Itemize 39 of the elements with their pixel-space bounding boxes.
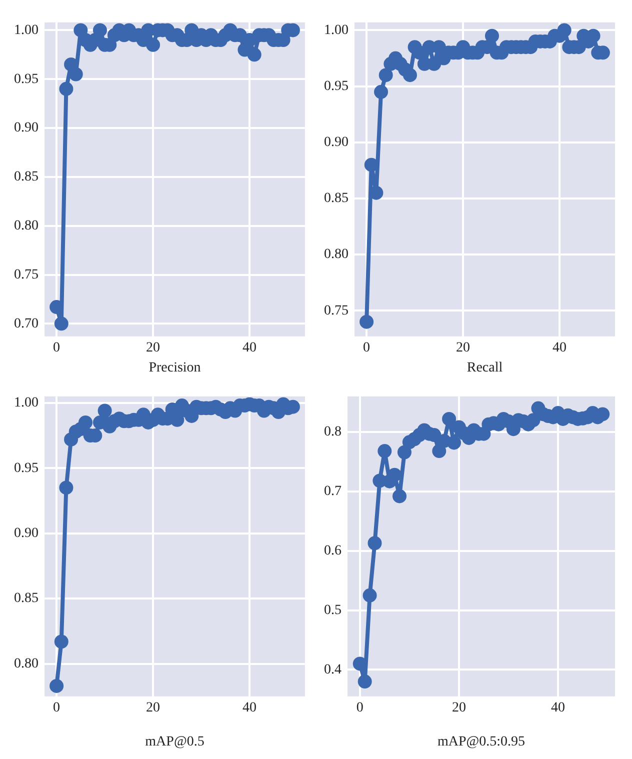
x-tick-label: 40	[551, 700, 566, 716]
x-axis-title: Recall	[466, 360, 503, 376]
x-tick-label: 0	[356, 700, 364, 716]
x-tick-label: 0	[53, 700, 60, 716]
y-tick-label: 0.6	[324, 544, 342, 559]
x-tick-label: 40	[552, 340, 567, 356]
x-tick-label: 0	[53, 340, 60, 356]
y-tick-label: 0.90	[14, 120, 38, 136]
y-tick-label: 0.95	[14, 460, 38, 476]
x-tick-label: 20	[146, 340, 160, 356]
y-tick-label: 0.95	[324, 78, 348, 94]
x-tick-label: 40	[242, 340, 257, 356]
y-tick-label: 0.4	[324, 662, 342, 678]
y-tick-label: 0.8	[324, 424, 342, 440]
y-tick-label: 1.00	[14, 396, 38, 411]
x-tick-label: 20	[146, 700, 160, 716]
y-tick-label: 0.80	[14, 218, 38, 234]
y-tick-label: 0.85	[14, 591, 38, 606]
y-tick-label: 1.00	[14, 22, 38, 38]
x-tick-label: 0	[363, 340, 370, 356]
y-tick-label: 0.95	[14, 72, 38, 87]
x-tick-label: 20	[452, 700, 466, 716]
y-tick-label: 0.80	[14, 656, 38, 672]
x-tick-label: 40	[242, 700, 257, 716]
y-tick-label: 0.75	[14, 267, 38, 282]
y-tick-label: 0.85	[324, 191, 348, 206]
y-tick-label: 0.90	[14, 526, 38, 542]
y-tick-label: 0.70	[14, 316, 38, 332]
x-axis-title: mAP@0.5	[145, 734, 204, 750]
y-tick-label: 0.7	[324, 484, 342, 500]
y-tick-label: 0.75	[324, 303, 348, 318]
x-tick-label: 20	[456, 340, 470, 356]
y-tick-label: 1.00	[324, 22, 348, 38]
x-axis-title: mAP@0.5:0.95	[437, 734, 526, 750]
y-tick-label: 0.85	[14, 170, 38, 185]
x-axis-title: Precision	[148, 360, 201, 376]
y-tick-label: 0.90	[324, 135, 348, 150]
y-tick-label: 0.80	[324, 247, 348, 262]
y-tick-label: 0.5	[324, 602, 342, 618]
